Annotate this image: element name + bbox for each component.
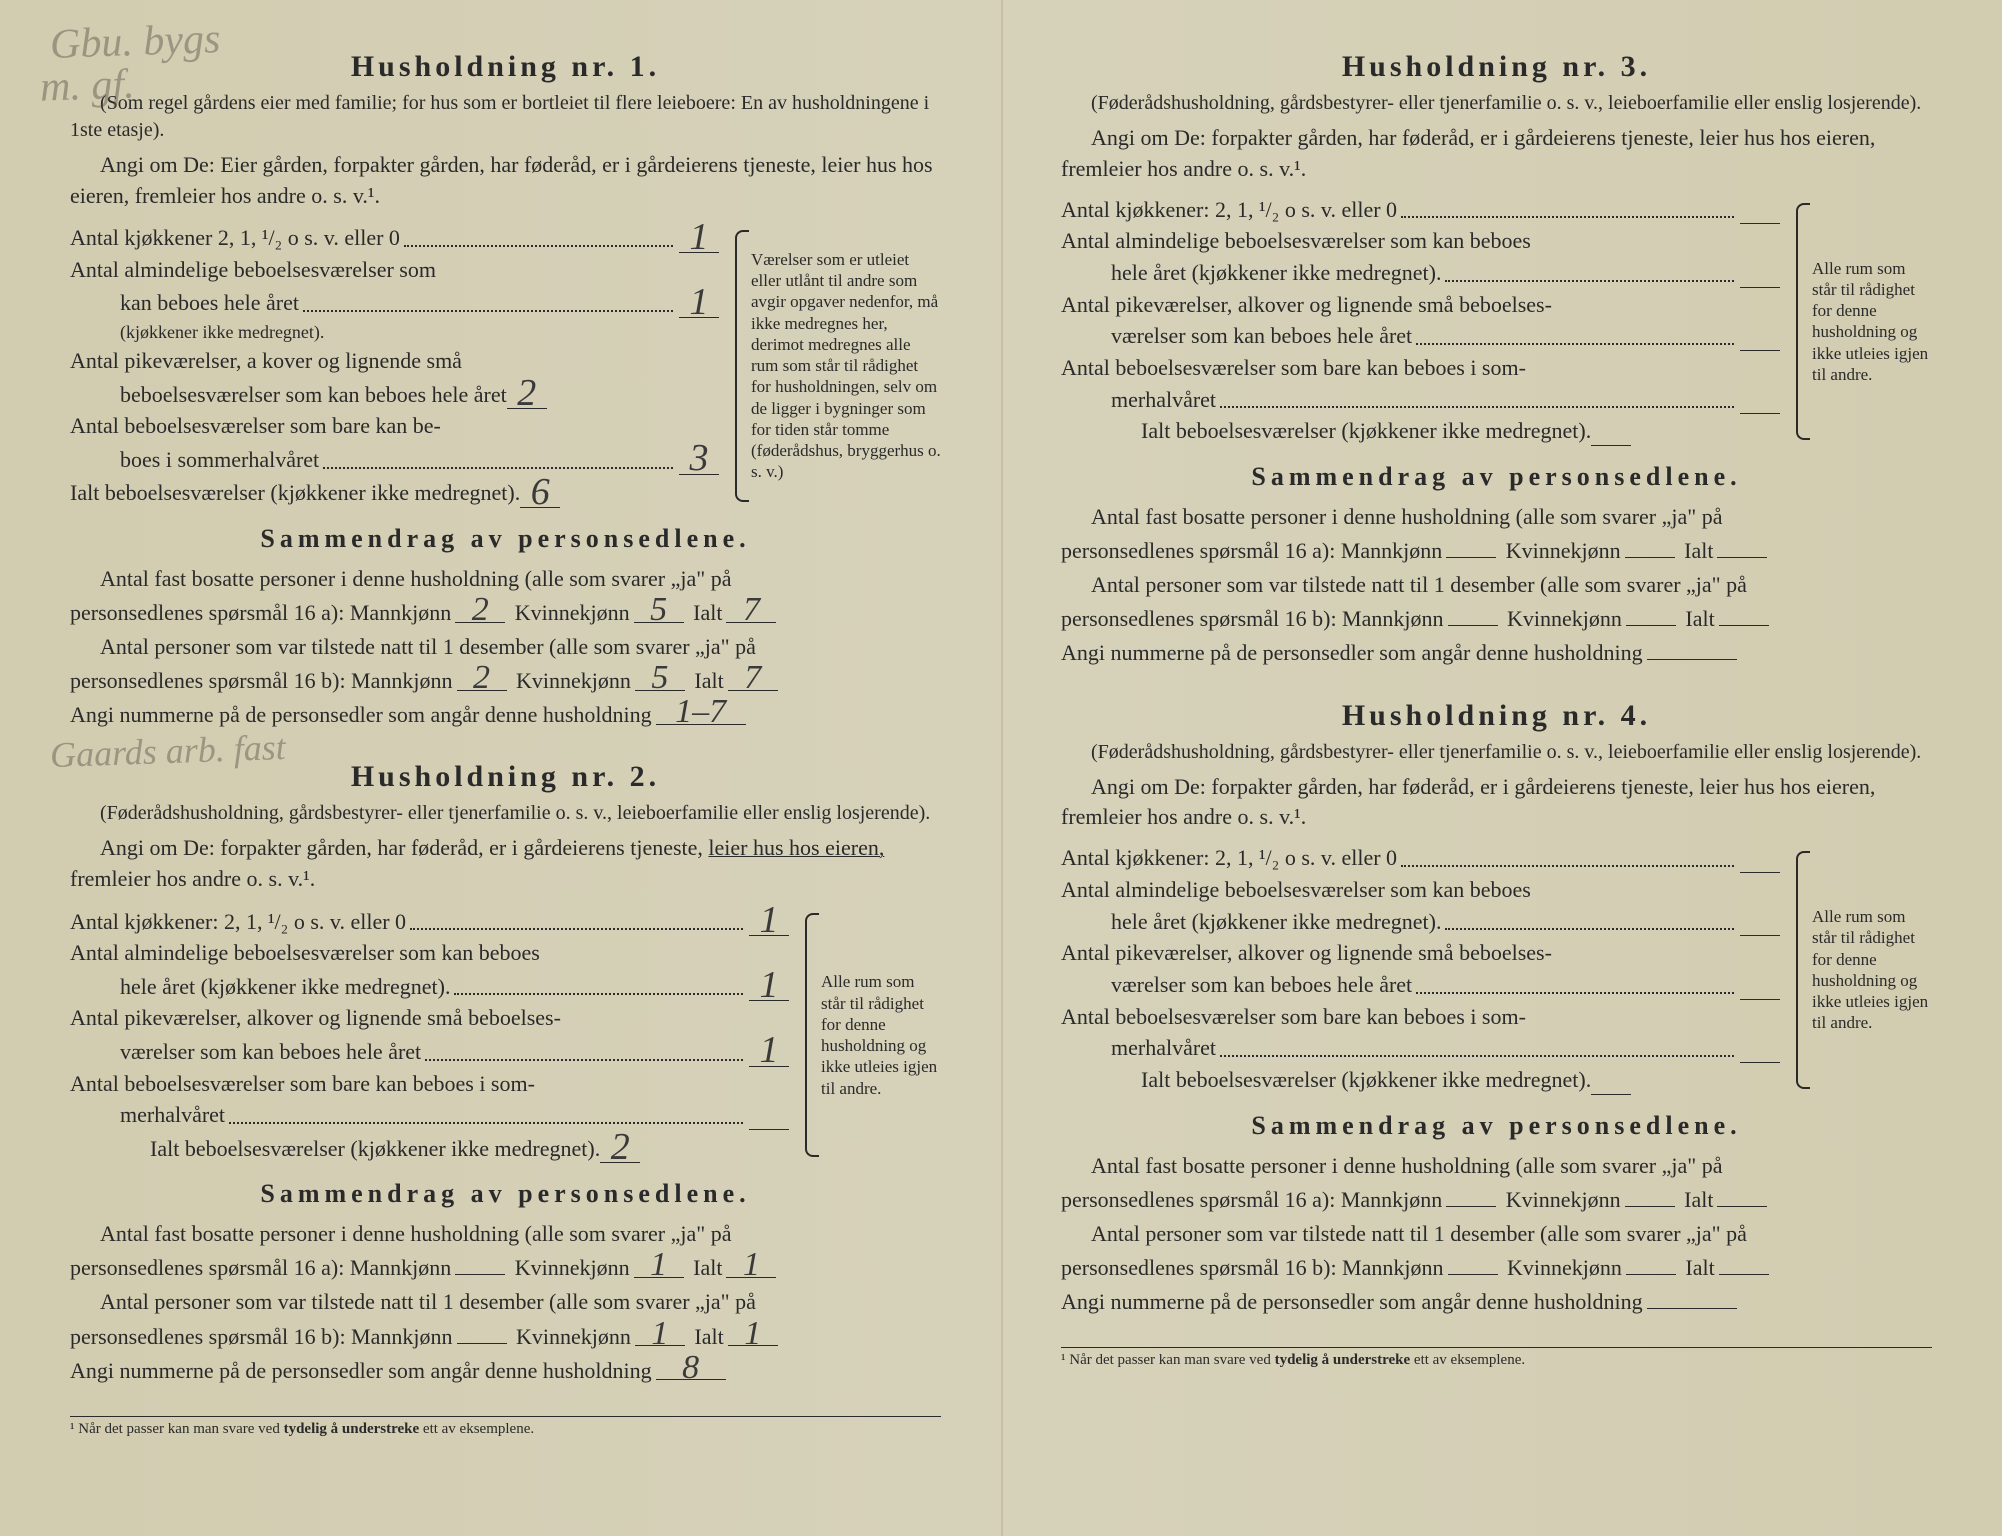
hh3-pike-label: Antal pikeværelser, alkover og lignende … bbox=[1061, 290, 1552, 320]
hh1-rooms-sub: kan beboes hele året bbox=[120, 288, 299, 318]
hh1-total-val: 6 bbox=[520, 477, 560, 508]
hh3-summer-label: Antal beboelsesværelser som bare kan beb… bbox=[1061, 353, 1526, 383]
hh2-total-label: Ialt beboelsesværelser (kjøkkener ikke m… bbox=[150, 1134, 600, 1164]
hh3-title: Husholdning nr. 3. bbox=[1061, 50, 1932, 84]
left-page: Gbu. bygs m. gf. Husholdning nr. 1. (Som… bbox=[0, 0, 1001, 1536]
hh4-sum2b: personsedlenes spørsmål 16 b): Mannkjønn… bbox=[1061, 1251, 1932, 1285]
hh2-kitchens-val: 1 bbox=[749, 905, 789, 936]
hh1-bracket: Værelser som er utleiet eller utlånt til… bbox=[731, 222, 941, 510]
hh4-sum2: Antal personer som var tilstede natt til… bbox=[1061, 1217, 1932, 1251]
right-footnote: ¹ Når det passer kan man svare ved tydel… bbox=[1061, 1347, 1932, 1369]
hh3-pike-sub: værelser som kan beboes hele året bbox=[1111, 321, 1412, 351]
hh2-bracket: Alle rum som står til rådighet for denne… bbox=[801, 905, 941, 1165]
hh4-rows: Antal kjøkkener: 2, 1, ¹/₂ o s. v. eller… bbox=[1061, 843, 1932, 1097]
hh2-rooms-label: Antal almindelige beboelsesværelser som … bbox=[70, 938, 540, 968]
hh1-kitchens-val: 1 bbox=[679, 222, 719, 253]
hh4-subtitle: (Føderådshusholdning, gårdsbestyrer- ell… bbox=[1061, 739, 1932, 766]
hh1-sum2: Antal personer som var tilstede natt til… bbox=[70, 630, 941, 664]
hh4-sum1b: personsedlenes spørsmål 16 a): Mannkjønn… bbox=[1061, 1183, 1932, 1217]
hh1-nummer: Angi nummerne på de personsedler som ang… bbox=[70, 698, 941, 732]
hh1-rooms-paren: (kjøkkener ikke medregnet). bbox=[120, 320, 324, 344]
hh2-pike-val: 1 bbox=[749, 1035, 789, 1066]
hh2-summer-val bbox=[749, 1129, 789, 1130]
hh2-summer-sub: merhalvåret bbox=[120, 1100, 225, 1130]
hh1-pike-val: 2 bbox=[507, 378, 547, 409]
hh3-sum2b: personsedlenes spørsmål 16 b): Mannkjønn… bbox=[1061, 602, 1932, 636]
hh2-summary-title: Sammendrag av personsedlene. bbox=[70, 1179, 941, 1209]
hh1-rows: Antal kjøkkener 2, 1, ¹/₂ o s. v. eller … bbox=[70, 222, 941, 510]
pencil-note-2: m. gf. bbox=[39, 60, 135, 111]
hh4-pike-sub: værelser som kan beboes hele året bbox=[1111, 970, 1412, 1000]
page-fold bbox=[1001, 0, 1003, 1536]
hh2-sum2: Antal personer som var tilstede natt til… bbox=[70, 1285, 941, 1319]
hh3-rows: Antal kjøkkener: 2, 1, ¹/₂ o s. v. eller… bbox=[1061, 195, 1932, 449]
hh4-title: Husholdning nr. 4. bbox=[1061, 699, 1932, 733]
hh2-rooms-sub: hele året (kjøkkener ikke medregnet). bbox=[120, 972, 450, 1002]
hh2-rooms-val: 1 bbox=[749, 970, 789, 1001]
hh1-rooms-val: 1 bbox=[679, 287, 719, 318]
hh2-sum1b: personsedlenes spørsmål 16 a): Mannkjønn… bbox=[70, 1251, 941, 1285]
hh4-total-label: Ialt beboelsesværelser (kjøkkener ikke m… bbox=[1141, 1065, 1591, 1095]
hh4-kitchens-label: Antal kjøkkener: 2, 1, ¹/₂ o s. v. eller… bbox=[1061, 843, 1397, 873]
hh4-rooms-sub: hele året (kjøkkener ikke medregnet). bbox=[1111, 907, 1441, 937]
hh1-summer-label: Antal beboelsesværelser som bare kan be- bbox=[70, 411, 441, 441]
hh2-kitchens-label: Antal kjøkkener: 2, 1, ¹/₂ o s. v. eller… bbox=[70, 907, 406, 937]
right-page: Husholdning nr. 3. (Føderådshusholdning,… bbox=[1001, 0, 2002, 1536]
hh2-rows: Antal kjøkkener: 2, 1, ¹/₂ o s. v. eller… bbox=[70, 905, 941, 1165]
hh1-total-label: Ialt beboelsesværelser (kjøkkener ikke m… bbox=[70, 478, 520, 508]
hh4-summer-sub: merhalvåret bbox=[1111, 1033, 1216, 1063]
hh2-sum1: Antal fast bosatte personer i denne hush… bbox=[70, 1217, 941, 1251]
hh2-summer-label: Antal beboelsesværelser som bare kan beb… bbox=[70, 1069, 535, 1099]
pencil-note-1: Gbu. bygs bbox=[49, 15, 221, 69]
hh1-summer-val: 3 bbox=[679, 443, 719, 474]
hh1-instr: Angi om De: Eier gården, forpakter gårde… bbox=[70, 150, 941, 212]
hh2-nummer: Angi nummerne på de personsedler som ang… bbox=[70, 1354, 941, 1388]
hh2-instr: Angi om De: forpakter gården, har føderå… bbox=[70, 833, 941, 895]
hh3-instr: Angi om De: forpakter gården, har føderå… bbox=[1061, 123, 1932, 185]
hh1-pike-label: Antal pikeværelser, a kover og lignende … bbox=[70, 346, 462, 376]
household-3: Husholdning nr. 3. (Føderådshusholdning,… bbox=[1061, 50, 1932, 671]
hh3-subtitle: (Føderådshusholdning, gårdsbestyrer- ell… bbox=[1061, 90, 1932, 117]
hh4-sum1: Antal fast bosatte personer i denne hush… bbox=[1061, 1149, 1932, 1183]
household-4: Husholdning nr. 4. (Føderådshusholdning,… bbox=[1061, 699, 1932, 1320]
household-1: Husholdning nr. 1. (Som regel gårdens ei… bbox=[70, 50, 941, 732]
hh4-summer-label: Antal beboelsesværelser som bare kan beb… bbox=[1061, 1002, 1526, 1032]
hh2-pike-label: Antal pikeværelser, alkover og lignende … bbox=[70, 1003, 561, 1033]
hh2-total-val: 2 bbox=[600, 1132, 640, 1163]
hh3-sum1b: personsedlenes spørsmål 16 a): Mannkjønn… bbox=[1061, 534, 1932, 568]
hh4-nummer: Angi nummerne på de personsedler som ang… bbox=[1061, 1285, 1932, 1319]
hh3-summary-title: Sammendrag av personsedlene. bbox=[1061, 462, 1932, 492]
hh1-pike-sub: beboelsesværelser som kan beboes hele år… bbox=[120, 380, 507, 410]
hh1-summer-sub: boes i sommerhalvåret bbox=[120, 445, 319, 475]
hh1-sum1: Antal fast bosatte personer i denne hush… bbox=[70, 562, 941, 596]
hh1-sum1b: personsedlenes spørsmål 16 a): Mannkjønn… bbox=[70, 596, 941, 630]
pencil-note-3: Gaards arb. fast bbox=[49, 726, 286, 776]
hh1-summary-title: Sammendrag av personsedlene. bbox=[70, 524, 941, 554]
hh3-rooms-label: Antal almindelige beboelsesværelser som … bbox=[1061, 226, 1531, 256]
hh1-kitchens-label: Antal kjøkkener 2, 1, ¹/₂ o s. v. eller … bbox=[70, 223, 400, 253]
hh2-sum2b: personsedlenes spørsmål 16 b): Mannkjønn… bbox=[70, 1320, 941, 1354]
hh4-instr: Angi om De: forpakter gården, har føderå… bbox=[1061, 772, 1932, 834]
hh3-nummer: Angi nummerne på de personsedler som ang… bbox=[1061, 636, 1932, 670]
hh4-bracket: Alle rum som står til rådighet for denne… bbox=[1792, 843, 1932, 1097]
hh1-subtitle: (Som regel gårdens eier med familie; for… bbox=[70, 90, 941, 144]
hh3-bracket: Alle rum som står til rådighet for denne… bbox=[1792, 195, 1932, 449]
hh4-summary-title: Sammendrag av personsedlene. bbox=[1061, 1111, 1932, 1141]
left-footnote: ¹ Når det passer kan man svare ved tydel… bbox=[70, 1416, 941, 1438]
hh4-pike-label: Antal pikeværelser, alkover og lignende … bbox=[1061, 938, 1552, 968]
hh3-sum1: Antal fast bosatte personer i denne hush… bbox=[1061, 500, 1932, 534]
hh3-sum2: Antal personer som var tilstede natt til… bbox=[1061, 568, 1932, 602]
hh4-rooms-label: Antal almindelige beboelsesværelser som … bbox=[1061, 875, 1531, 905]
hh3-kitchens-label: Antal kjøkkener: 2, 1, ¹/₂ o s. v. eller… bbox=[1061, 195, 1397, 225]
hh2-subtitle: (Føderådshusholdning, gårdsbestyrer- ell… bbox=[70, 800, 941, 827]
hh1-rooms-label: Antal almindelige beboelsesværelser som bbox=[70, 255, 436, 285]
hh3-total-label: Ialt beboelsesværelser (kjøkkener ikke m… bbox=[1141, 416, 1591, 446]
hh3-summer-sub: merhalvåret bbox=[1111, 385, 1216, 415]
hh3-rooms-sub: hele året (kjøkkener ikke medregnet). bbox=[1111, 258, 1441, 288]
hh1-sum2b: personsedlenes spørsmål 16 b): Mannkjønn… bbox=[70, 664, 941, 698]
hh2-pike-sub: værelser som kan beboes hele året bbox=[120, 1037, 421, 1067]
household-2: Husholdning nr. 2. (Føderådshusholdning,… bbox=[70, 760, 941, 1387]
